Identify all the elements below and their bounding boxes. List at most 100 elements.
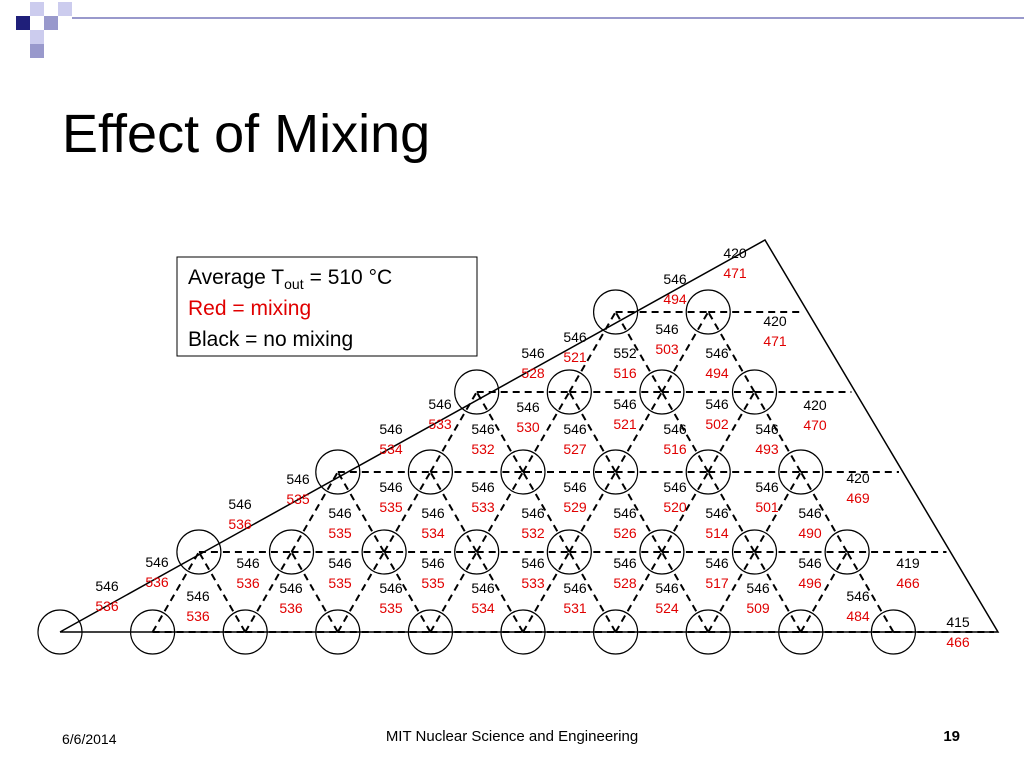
temp-no-mixing: 546 [563,479,587,495]
fuel-pin [685,449,731,495]
fuel-pin [685,289,731,335]
temp-no-mixing: 546 [705,396,729,412]
temp-mixing: 516 [663,441,687,457]
lattice-line [661,551,710,633]
temp-mixing: 533 [471,499,495,515]
fuel-pin [222,609,268,655]
fuel-pin [407,449,453,495]
temp-mixing: 535 [328,525,352,541]
lattice-line [799,471,848,553]
temp-no-mixing: 546 [663,271,687,287]
lattice-line [290,551,339,633]
temp-mixing: 520 [663,499,687,515]
temp-mixing: 526 [613,525,637,541]
temp-mixing: 521 [563,349,587,365]
lattice-line [707,471,756,553]
fuel-pin [454,529,500,575]
lattice-line [290,471,339,553]
temp-mixing: 535 [379,600,403,616]
temp-no-mixing: 546 [798,555,822,571]
lattice-line [336,471,385,553]
assembly-diagram: 420 471 420 471 420 470 420 469 419 466 415 466 546 4… [37,238,1000,655]
temp-mixing: 494 [663,291,687,307]
fuel-pin [778,449,824,495]
fuel-pin [824,529,870,575]
fuel-pin [315,449,361,495]
temp-no-mixing: 546 [705,345,729,361]
temp-no-mixing: 415 [946,614,970,630]
lattice-line [522,551,571,633]
lattice-line [198,551,247,633]
temp-mixing: 534 [379,441,403,457]
fuel-pin [500,449,546,495]
temp-mixing: 528 [613,575,637,591]
temp-mixing: 521 [613,416,637,432]
temp-no-mixing: 546 [521,505,545,521]
lattice-line [151,551,200,633]
fuel-pin [778,609,824,655]
logo [16,2,1024,58]
temp-mixing: 517 [705,575,729,591]
temp-mixing: 529 [563,499,587,515]
temp-mixing: 533 [521,575,545,591]
fuel-pin [639,369,685,415]
temp-mixing: 524 [655,600,679,616]
temp-no-mixing: 546 [613,396,637,412]
temp-mixing: 527 [563,441,587,457]
temp-mixing: 501 [755,499,779,515]
temp-no-mixing: 546 [655,321,679,337]
fuel-pin [546,529,592,575]
temp-no-mixing: 546 [471,479,495,495]
temp-mixing: 536 [228,516,252,532]
lattice-line [522,391,571,473]
fuel-pin [37,609,83,655]
temp-mixing: 536 [279,600,303,616]
temp-no-mixing: 546 [613,555,637,571]
page-number: 19 [943,728,960,745]
temp-no-mixing: 420 [763,313,787,329]
temp-mixing: 536 [236,575,260,591]
lattice-line [753,391,802,473]
temp-mixing: 466 [896,575,920,591]
temp-mixing: 536 [95,598,119,614]
temp-no-mixing: 546 [228,496,252,512]
temp-mixing: 532 [471,441,495,457]
temp-no-mixing: 546 [755,421,779,437]
temp-no-mixing: 546 [279,580,303,596]
lattice-line [707,311,756,393]
lattice-line [336,551,385,633]
temp-no-mixing: 420 [723,245,747,261]
fuel-pin [361,529,407,575]
lattice-line [244,551,293,633]
temp-mixing: 536 [145,574,169,590]
temp-mixing: 471 [723,265,747,281]
legend-average-value: = 510 °C [310,266,393,289]
temp-mixing: 516 [613,365,637,381]
temp-no-mixing: 546 [663,479,687,495]
temp-no-mixing: 546 [421,505,445,521]
temp-no-mixing: 546 [563,421,587,437]
temp-mixing: 490 [798,525,822,541]
temp-no-mixing: 546 [328,555,352,571]
lattice-line [429,391,478,473]
temp-no-mixing: 546 [746,580,770,596]
temp-no-mixing: 420 [803,397,827,413]
legend-black: Black = no mixing [188,328,353,351]
temp-mixing: 528 [521,365,545,381]
temp-mixing: 534 [421,525,445,541]
temp-no-mixing: 546 [521,345,545,361]
temp-mixing: 470 [803,417,827,433]
temp-mixing: 532 [521,525,545,541]
temp-no-mixing: 546 [563,580,587,596]
legend-red: Red = mixing [188,297,311,320]
lattice-line [429,551,478,633]
lattice-line [846,551,895,633]
fuel-pin [546,369,592,415]
lattice-line [661,471,710,553]
lattice-line [568,471,617,553]
temp-no-mixing: 552 [613,345,637,361]
lattice-line [475,551,524,633]
temp-no-mixing: 420 [846,470,870,486]
temp-no-mixing: 546 [379,421,403,437]
temp-mixing: 494 [705,365,729,381]
